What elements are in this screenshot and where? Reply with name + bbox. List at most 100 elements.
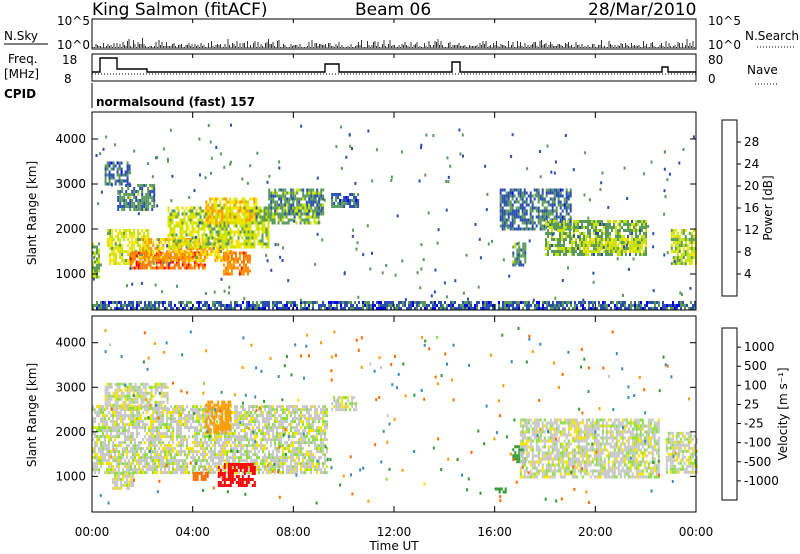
data-cell — [229, 212, 232, 216]
data-cell — [310, 188, 313, 192]
data-cell — [553, 209, 556, 213]
colorbar-tick-label: 20 — [744, 179, 759, 193]
data-cell — [137, 212, 140, 216]
data-cell — [156, 301, 158, 304]
data-cell — [641, 220, 643, 223]
data-cell — [642, 307, 644, 310]
station-title: King Salmon (fitACF) — [92, 0, 268, 20]
data-cell — [120, 301, 122, 304]
data-cell — [244, 307, 246, 310]
data-cell — [274, 304, 276, 307]
data-cell — [224, 269, 227, 273]
data-cell — [376, 301, 378, 304]
data-cell — [102, 420, 104, 424]
data-cell — [179, 236, 182, 240]
data-cell — [150, 250, 153, 253]
data-cell — [225, 227, 228, 231]
data-cell — [183, 209, 186, 213]
data-cell — [173, 239, 176, 243]
data-cell — [562, 301, 564, 304]
data-cell — [684, 250, 687, 253]
data-cell — [567, 191, 570, 195]
data-cell — [132, 432, 134, 436]
data-cell — [364, 304, 366, 307]
y-tick-label: 2000 — [55, 222, 86, 236]
data-cell — [181, 230, 184, 234]
data-cell — [219, 245, 222, 249]
data-cell — [432, 134, 435, 138]
data-cell — [535, 206, 538, 210]
data-cell — [215, 203, 218, 207]
data-cell — [529, 218, 532, 222]
data-cell — [608, 304, 610, 307]
data-cell — [169, 245, 172, 249]
data-cell — [692, 304, 694, 307]
data-cell — [384, 301, 386, 304]
data-cell — [209, 140, 212, 144]
data-cell — [523, 209, 526, 213]
data-cell — [267, 224, 270, 228]
data-cell — [147, 187, 150, 190]
data-cell — [672, 256, 675, 259]
data-cell — [270, 197, 273, 201]
data-cell — [524, 301, 526, 304]
data-cell — [93, 256, 96, 260]
data-cell — [152, 253, 155, 256]
data-cell — [300, 197, 303, 201]
data-cell — [612, 250, 615, 253]
data-cell — [521, 200, 524, 204]
data-cell — [694, 307, 696, 310]
data-cell — [682, 253, 685, 256]
data-cell — [130, 420, 132, 424]
data-cell — [146, 471, 148, 475]
data-cell — [96, 307, 98, 310]
data-cell — [312, 304, 314, 307]
data-cell — [551, 191, 554, 195]
data-cell — [152, 420, 154, 424]
data-cell — [148, 256, 151, 259]
data-cell — [317, 215, 320, 219]
data-cell — [192, 241, 195, 244]
power-frame — [91, 111, 697, 311]
freq-tick-low: 8 — [64, 72, 72, 86]
data-cell — [318, 194, 321, 198]
data-cell — [152, 241, 155, 244]
data-cell — [215, 230, 218, 234]
data-cell — [134, 456, 136, 460]
data-cell — [265, 215, 268, 219]
data-cell — [265, 212, 268, 216]
data-cell — [636, 244, 639, 247]
data-cell — [102, 426, 104, 430]
data-cell — [100, 441, 102, 445]
data-cell — [621, 253, 623, 256]
data-cell — [146, 462, 148, 466]
data-cell — [253, 212, 256, 216]
data-cell — [217, 227, 220, 231]
data-cell — [206, 307, 208, 310]
data-cell — [274, 200, 277, 204]
data-cell — [541, 218, 544, 222]
data-cell — [154, 462, 156, 466]
data-cell — [537, 200, 540, 204]
data-cell — [224, 254, 227, 258]
data-cell — [680, 241, 683, 244]
data-cell — [108, 411, 110, 415]
data-cell — [547, 241, 549, 244]
data-cell — [189, 266, 192, 270]
data-cell — [138, 456, 140, 460]
data-cell — [229, 218, 232, 222]
data-cell — [110, 420, 112, 424]
data-cell — [260, 307, 262, 310]
data-cell — [204, 259, 207, 262]
data-cell — [249, 215, 252, 219]
data-cell — [112, 173, 115, 177]
data-cell — [225, 236, 228, 240]
data-cell — [607, 238, 609, 241]
freq-frame — [91, 53, 697, 82]
data-cell — [569, 188, 572, 192]
data-cell — [676, 259, 679, 262]
power-colorbar-label: Power [dB] — [761, 175, 775, 240]
data-cell — [193, 215, 196, 219]
data-cell — [255, 233, 258, 237]
data-cell — [296, 307, 298, 310]
